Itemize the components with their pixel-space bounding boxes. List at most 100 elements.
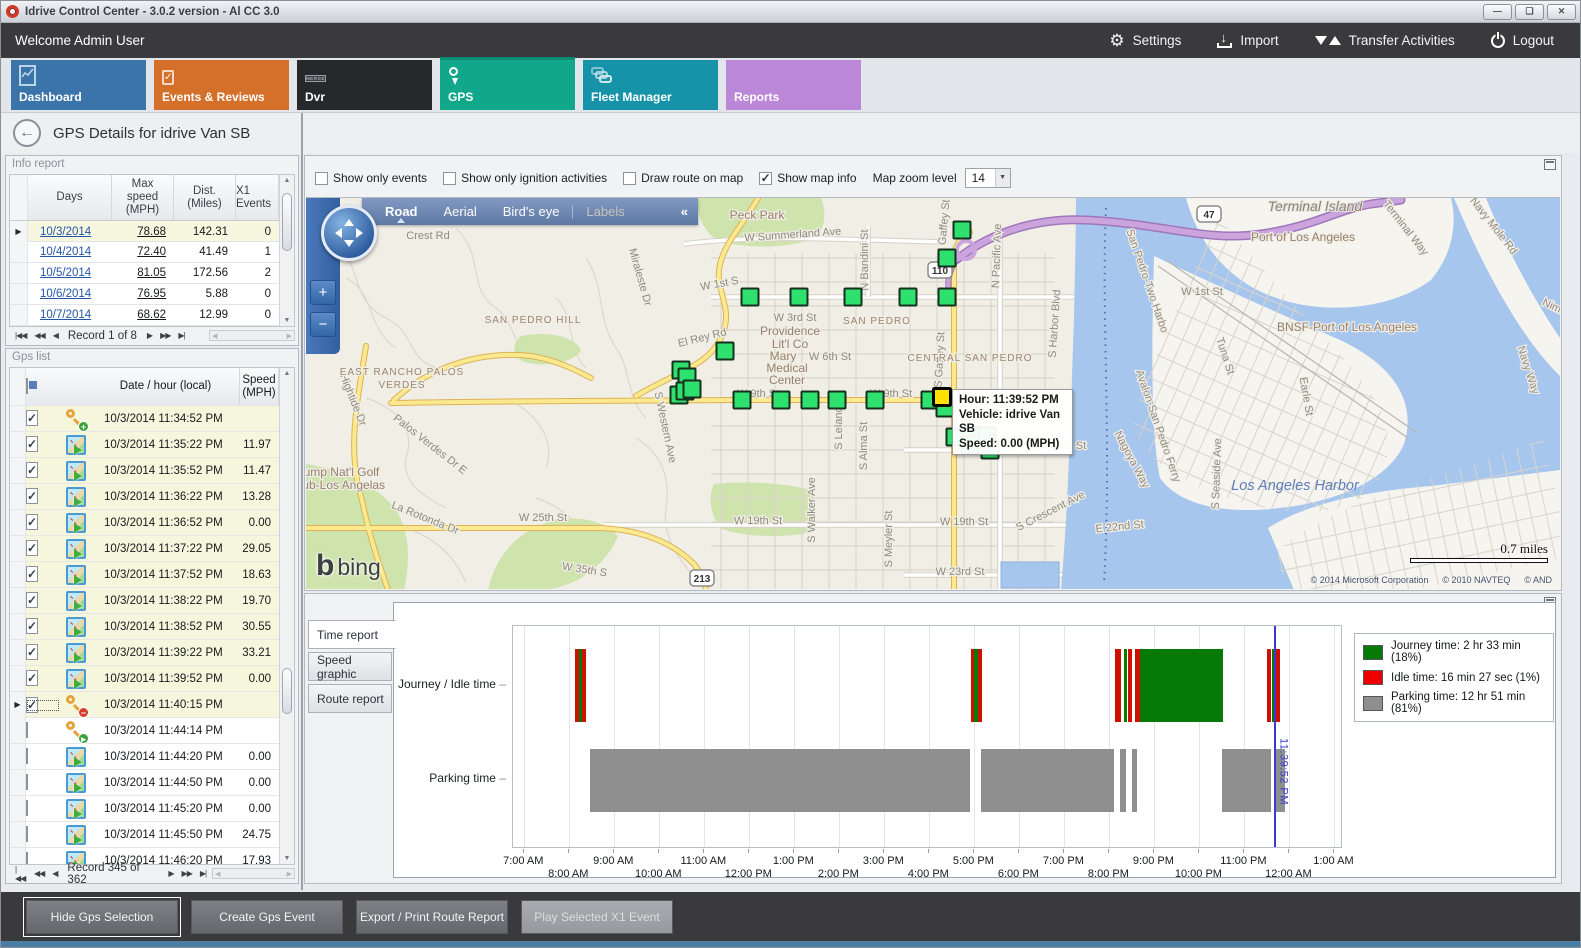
map-option-1[interactable]: Show only ignition activities (443, 171, 607, 185)
row-checkbox-cell[interactable] (26, 774, 60, 790)
gps-column-header-speed[interactable]: Speed (MPH) (240, 368, 279, 405)
gps-marker[interactable] (827, 390, 847, 410)
gps-list-row[interactable]: 10/3/2014 11:44:50 PM 0.00 (10, 770, 279, 796)
row-checkbox[interactable]: ✓ (26, 644, 39, 660)
row-checkbox-cell[interactable] (26, 722, 60, 738)
import-button[interactable]: ↓ Import (1217, 30, 1279, 48)
map-zoom-level-select[interactable]: 14 ▼ (964, 168, 1011, 188)
gps-list-row[interactable]: ✓ 10/3/2014 11:35:52 PM 11.47 (10, 458, 279, 484)
report-tab-route-report[interactable]: Route report (308, 684, 392, 713)
row-checkbox[interactable]: ✓ (26, 540, 39, 556)
checkbox[interactable]: ✓ (759, 170, 773, 185)
row-checkbox-cell[interactable]: ✓ (26, 488, 60, 504)
select-all-checkbox[interactable] (26, 378, 28, 394)
create-gps-event-button[interactable]: Create Gps Event (191, 899, 343, 934)
row-checkbox-cell[interactable]: ✓ (26, 410, 60, 426)
max-speed-link[interactable]: 76.95 (137, 288, 166, 300)
nav-next-page-button[interactable]: ▶▶ (160, 331, 171, 340)
row-checkbox[interactable] (26, 826, 28, 842)
info-report-row[interactable]: 10/5/2014 81.05 172.56 2 (10, 263, 279, 284)
tab-fleet-manager[interactable]: Fleet Manager (583, 60, 718, 110)
map-option-0[interactable]: Show only events (315, 171, 427, 185)
gps-marker[interactable] (732, 390, 752, 410)
nav-prev-button[interactable]: ◀ (52, 869, 58, 878)
row-checkbox-cell[interactable]: ✓ (26, 540, 60, 556)
gps-marker[interactable] (682, 379, 702, 399)
map-compass-control[interactable] (321, 205, 377, 261)
map-view-tab-aerial[interactable]: Aerial (443, 204, 477, 219)
nav-last-button[interactable]: ▶| (199, 869, 207, 878)
play-selected-x1-event-button[interactable]: Play Selected X1 Event (521, 899, 673, 934)
max-speed-link[interactable]: 72.40 (137, 246, 166, 258)
tab-reports[interactable]: Reports (726, 60, 861, 110)
horizontal-scrollbar[interactable]: ◀ ▶ (212, 868, 295, 879)
selected-gps-marker[interactable] (932, 387, 952, 407)
row-checkbox[interactable]: ✓ (26, 592, 39, 608)
gps-column-header-datetime[interactable]: Date / hour (local) (92, 368, 240, 405)
gps-marker[interactable] (937, 248, 957, 268)
row-checkbox-cell[interactable] (26, 800, 60, 816)
info-report-row[interactable]: 10/6/2014 76.95 5.88 0 (10, 284, 279, 305)
gps-marker[interactable] (952, 220, 972, 240)
map-option-3[interactable]: ✓ Show map info (759, 170, 857, 185)
gps-list-row[interactable]: ✓ 10/3/2014 11:36:22 PM 13.28 (10, 484, 279, 510)
gps-list-row[interactable]: 10/3/2014 11:45:50 PM 24.75 (10, 822, 279, 848)
row-checkbox-cell[interactable] (26, 748, 60, 764)
gps-list-row[interactable]: ✓ 10/3/2014 11:38:52 PM 30.55 (10, 614, 279, 640)
row-checkbox-cell[interactable]: ✓ (26, 592, 60, 608)
day-link[interactable]: 10/3/2014 (40, 225, 92, 238)
gps-list-row[interactable]: ✓ +10/3/2014 11:34:52 PM (10, 406, 279, 432)
day-link[interactable]: 10/7/2014 (40, 309, 92, 321)
info-report-row[interactable]: 10/7/2014 68.62 12.99 0 (10, 305, 279, 326)
gps-list-row[interactable]: ▸ 10/3/2014 11:44:14 PM (10, 718, 279, 744)
hide-gps-selection-button[interactable]: Hide Gps Selection (23, 896, 181, 937)
row-checkbox-cell[interactable] (26, 826, 60, 842)
close-button[interactable]: ✕ (1547, 3, 1576, 20)
maximize-button[interactable]: ❑ (1515, 3, 1544, 20)
gps-marker[interactable] (937, 287, 957, 307)
export-print-route-report-button[interactable]: Export / Print Route Report (356, 899, 508, 934)
row-checkbox-cell[interactable]: ✓ (26, 644, 60, 660)
info-report-row[interactable]: 10/4/2014 72.40 41.49 1 (10, 242, 279, 263)
nav-prev-page-button[interactable]: ◀◀ (34, 331, 45, 340)
nav-last-button[interactable]: ▶| (178, 331, 185, 340)
gps-list-row[interactable]: 10/3/2014 11:44:20 PM 0.00 (10, 744, 279, 770)
day-link[interactable]: 10/4/2014 (40, 246, 92, 258)
info-column-header[interactable]: Max speed (MPH) (112, 175, 174, 220)
row-checkbox-cell[interactable]: ✓ (26, 462, 60, 478)
gps-list-row[interactable]: 10/3/2014 11:45:20 PM 0.00 (10, 796, 279, 822)
info-column-header[interactable]: Days (28, 175, 112, 220)
gps-marker[interactable] (800, 390, 820, 410)
gps-list-row[interactable]: ✓ 10/3/2014 11:39:22 PM 33.21 (10, 640, 279, 666)
settings-button[interactable]: ⚙ Settings (1109, 32, 1181, 49)
row-checkbox-cell[interactable]: ✓ (26, 514, 60, 530)
gps-list-row[interactable]: ✓ 10/3/2014 11:37:22 PM 29.05 (10, 536, 279, 562)
gps-marker[interactable] (898, 287, 918, 307)
gps-list-row[interactable]: ✓ 10/3/2014 11:36:52 PM 0.00 (10, 510, 279, 536)
row-checkbox-cell[interactable]: ✓ (26, 436, 60, 452)
nav-first-button[interactable]: |◀◀ (15, 331, 27, 340)
day-link[interactable]: 10/5/2014 (40, 267, 92, 279)
row-checkbox[interactable] (26, 774, 28, 790)
info-report-scrollbar[interactable]: ▲ ▼ (279, 175, 294, 326)
report-tab-time-report[interactable]: Time report (308, 620, 396, 649)
map-zoom-out-button[interactable]: − (310, 312, 336, 337)
row-checkbox[interactable] (26, 852, 28, 864)
row-checkbox[interactable]: ✓ (26, 436, 39, 452)
panel-splitter[interactable] (301, 113, 303, 890)
gps-list-row[interactable]: ✓ 10/3/2014 11:35:22 PM 11.97 (10, 432, 279, 458)
map-view-tab-labels[interactable]: Labels (586, 204, 625, 219)
gps-marker[interactable] (715, 341, 735, 361)
logout-button[interactable]: Logout (1490, 31, 1554, 48)
minimize-button[interactable]: — (1483, 3, 1512, 20)
row-checkbox[interactable]: ✓ (26, 566, 39, 582)
map-option-2[interactable]: Draw route on map (623, 171, 743, 185)
select-all-cell[interactable] (26, 378, 60, 394)
gps-list-row[interactable]: ✓ 10/3/2014 11:39:52 PM 0.00 (10, 666, 279, 692)
row-checkbox-cell[interactable]: ✓ (26, 670, 60, 686)
row-checkbox-cell[interactable]: ✓ (26, 618, 60, 634)
row-checkbox[interactable]: ✓ (26, 514, 39, 530)
row-checkbox[interactable]: ✓ (26, 670, 39, 686)
tab-gps[interactable]: GPS (440, 57, 575, 110)
row-checkbox[interactable] (26, 748, 28, 764)
